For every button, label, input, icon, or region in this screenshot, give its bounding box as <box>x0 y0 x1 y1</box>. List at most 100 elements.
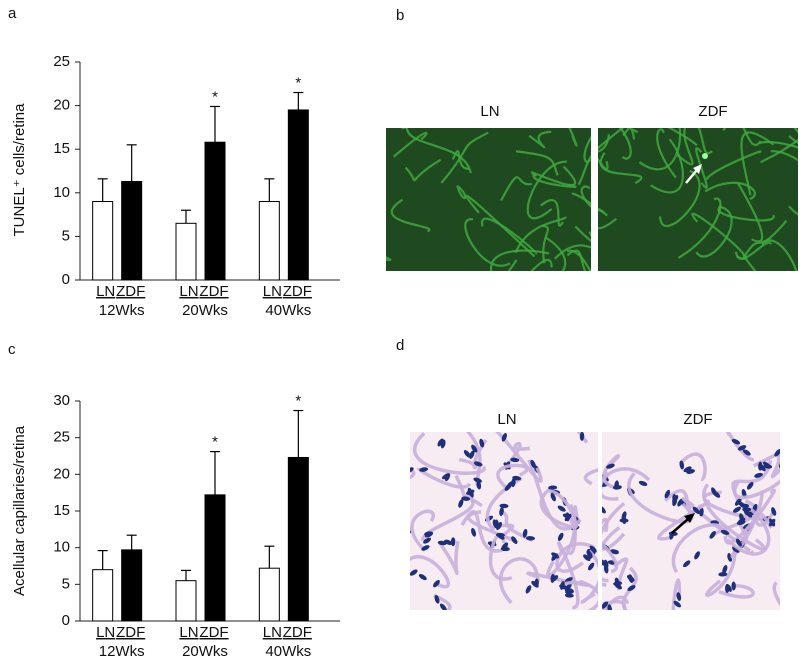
y-tick-label: 0 <box>62 271 70 288</box>
nucleus <box>737 445 747 451</box>
vessel <box>770 150 798 162</box>
series-label: ZDF <box>283 624 312 641</box>
series-label: ZDF <box>116 624 145 641</box>
vessel <box>465 194 536 258</box>
nucleus <box>731 438 741 445</box>
vessel <box>410 468 416 480</box>
nucleus <box>586 550 593 559</box>
nucleus <box>771 507 777 516</box>
nucleus <box>557 532 564 541</box>
nucleus <box>501 542 508 551</box>
nucleus <box>619 518 629 523</box>
micrograph <box>386 128 591 271</box>
vessel <box>561 580 598 610</box>
vessel <box>530 258 553 271</box>
nucleus <box>410 569 418 576</box>
vessel <box>532 172 577 189</box>
arrow <box>685 169 698 184</box>
y-tick-label: 25 <box>53 429 70 446</box>
nucleus <box>501 433 507 442</box>
vessel <box>410 555 450 589</box>
nucleus <box>410 529 412 535</box>
nucleus <box>758 464 766 472</box>
vessel <box>515 150 559 176</box>
y-tick-label: 25 <box>53 53 70 70</box>
nucleus <box>589 625 599 632</box>
nucleus <box>672 494 677 504</box>
vessel <box>598 157 609 170</box>
vessel <box>568 128 578 147</box>
x-tick-label: 12Wks <box>99 643 145 660</box>
nucleus <box>433 579 440 588</box>
nucleus <box>557 505 566 512</box>
vessel <box>602 517 609 587</box>
nucleus <box>754 472 763 478</box>
vessel <box>574 225 591 242</box>
nucleus <box>364 528 370 538</box>
vessel <box>571 192 591 206</box>
y-tick-label: 5 <box>62 575 70 592</box>
vessel <box>695 205 733 258</box>
vessel <box>742 219 788 259</box>
series-label: ZDF <box>199 283 228 300</box>
nucleus <box>565 589 575 595</box>
nucleus <box>602 601 609 609</box>
x-tick-label: 40Wks <box>265 643 311 660</box>
nucleus <box>732 506 741 513</box>
vessel <box>752 450 780 468</box>
nucleus <box>722 565 728 574</box>
nucleus <box>423 537 432 544</box>
bar <box>204 141 226 281</box>
bar <box>121 549 143 622</box>
nucleus <box>469 450 475 459</box>
vessel <box>438 540 460 575</box>
nucleus <box>720 529 730 535</box>
vessel <box>405 128 472 174</box>
nucleus <box>418 573 427 581</box>
nucleus <box>587 562 595 571</box>
nucleus <box>734 498 742 506</box>
bar <box>287 109 309 281</box>
series-label: ZDF <box>199 624 228 641</box>
nucleus <box>711 487 717 496</box>
nucleus <box>499 507 504 517</box>
nucleus <box>581 631 588 641</box>
vessel <box>656 128 677 179</box>
vessel <box>676 128 694 166</box>
vessel <box>401 128 407 130</box>
nucleus <box>683 466 692 473</box>
micrograph <box>581 432 793 641</box>
vessel <box>672 523 729 573</box>
vessel <box>718 584 755 599</box>
nucleus <box>458 499 464 508</box>
nucleus <box>783 455 793 461</box>
vessel <box>386 256 392 262</box>
nucleus <box>746 481 754 490</box>
vessel <box>638 128 682 171</box>
vessel <box>758 140 798 149</box>
vessel <box>730 490 764 559</box>
vessel <box>503 441 531 469</box>
nucleus <box>628 574 634 583</box>
vessel <box>580 185 591 209</box>
vessel <box>678 452 707 482</box>
nucleus <box>735 538 742 547</box>
nucleus <box>768 518 776 527</box>
nucleus <box>447 611 455 621</box>
nucleus <box>699 507 704 517</box>
nucleus <box>471 527 477 537</box>
nucleus <box>725 583 732 592</box>
vessel <box>433 593 452 610</box>
panel-letter: a <box>8 5 17 22</box>
vessel <box>705 546 737 597</box>
vessel <box>557 541 580 610</box>
nucleus <box>530 459 536 469</box>
nucleus <box>603 564 609 574</box>
micrograph <box>598 128 798 271</box>
nucleus <box>634 627 643 632</box>
vessel <box>788 205 798 216</box>
vessel <box>392 131 428 158</box>
vessel <box>580 549 598 604</box>
vessel <box>598 128 631 150</box>
nucleus <box>525 585 532 594</box>
